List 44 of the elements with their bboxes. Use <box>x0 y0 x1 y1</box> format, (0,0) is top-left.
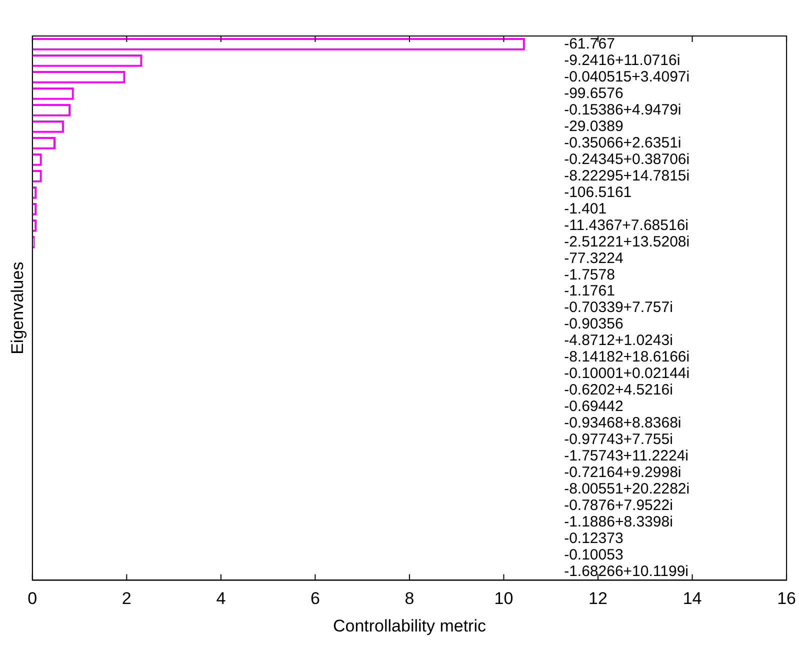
x-axis-title: Controllability metric <box>332 616 486 636</box>
y-tick-label: -0.35066+2.6351i <box>564 134 682 152</box>
x-tick-label: 10 <box>494 589 514 608</box>
y-tick-label: -2.51221+13.5208i <box>564 233 690 250</box>
y-tick-label: -29.0389 <box>564 118 624 135</box>
y-tick-label: -0.7876+7.9522i <box>564 497 673 514</box>
x-tick-label: 8 <box>404 589 414 608</box>
y-tick-label: -61.767 <box>564 35 615 52</box>
x-tick-label: 6 <box>310 589 320 608</box>
y-tick-label: -0.24345+0.38706i <box>564 150 690 168</box>
x-tick-label: 0 <box>28 589 38 608</box>
y-tick-label: -0.93468+8.8368i <box>564 414 682 432</box>
y-tick-label: -0.040515+3.4097i <box>564 68 690 86</box>
y-tick-label: -11.4367+7.68516i <box>564 216 688 234</box>
y-tick-label: -1.401 <box>564 200 607 218</box>
y-tick-label: -77.3224 <box>564 250 624 267</box>
y-tick-label: -0.15386+4.9479i <box>564 101 682 118</box>
x-tick-label: 4 <box>216 589 226 608</box>
y-tick-label: -8.14182+18.6166i <box>564 348 690 366</box>
y-axis-title: Eigenvalues <box>8 262 27 354</box>
y-tick-label: -0.10053 <box>564 546 624 564</box>
y-tick-label: -0.12373 <box>564 530 624 548</box>
y-tick-label: -4.8712+1.0243i <box>564 332 673 350</box>
x-tick-label: 12 <box>588 589 608 608</box>
y-tick-label: -0.90356 <box>564 316 624 333</box>
y-tick-label: -0.70339+7.757i <box>564 299 673 316</box>
x-tick-label: 2 <box>122 589 132 608</box>
y-tick-label: -8.22295+14.7815i <box>564 167 690 184</box>
y-tick-label: -1.75743+11.2224i <box>564 448 688 465</box>
y-tick-label: -0.10001+0.02144i <box>564 365 690 382</box>
y-tick-label: -99.6576 <box>564 84 624 102</box>
x-tick-label: 16 <box>777 589 796 608</box>
y-tick-label: -1.1761 <box>564 282 615 300</box>
x-tick-label: 14 <box>682 589 702 608</box>
y-tick-label: -1.1886+8.3398i <box>564 514 673 531</box>
y-tick-label: -9.2416+11.0716i <box>564 52 680 69</box>
y-tick-label: -0.6202+4.5216i <box>564 382 673 399</box>
y-tick-label: -106.5161 <box>564 184 632 201</box>
y-tick-label: -0.97743+7.755i <box>564 431 673 448</box>
y-tick-label: -1.7578 <box>564 266 615 284</box>
y-tick-label: -0.69442 <box>564 398 624 416</box>
y-tick-label: -8.00551+20.2282i <box>564 480 690 498</box>
y-tick-label: -0.72164+9.2998i <box>564 464 682 482</box>
y-tick-label: -1.68266+10.1199i <box>564 563 688 580</box>
